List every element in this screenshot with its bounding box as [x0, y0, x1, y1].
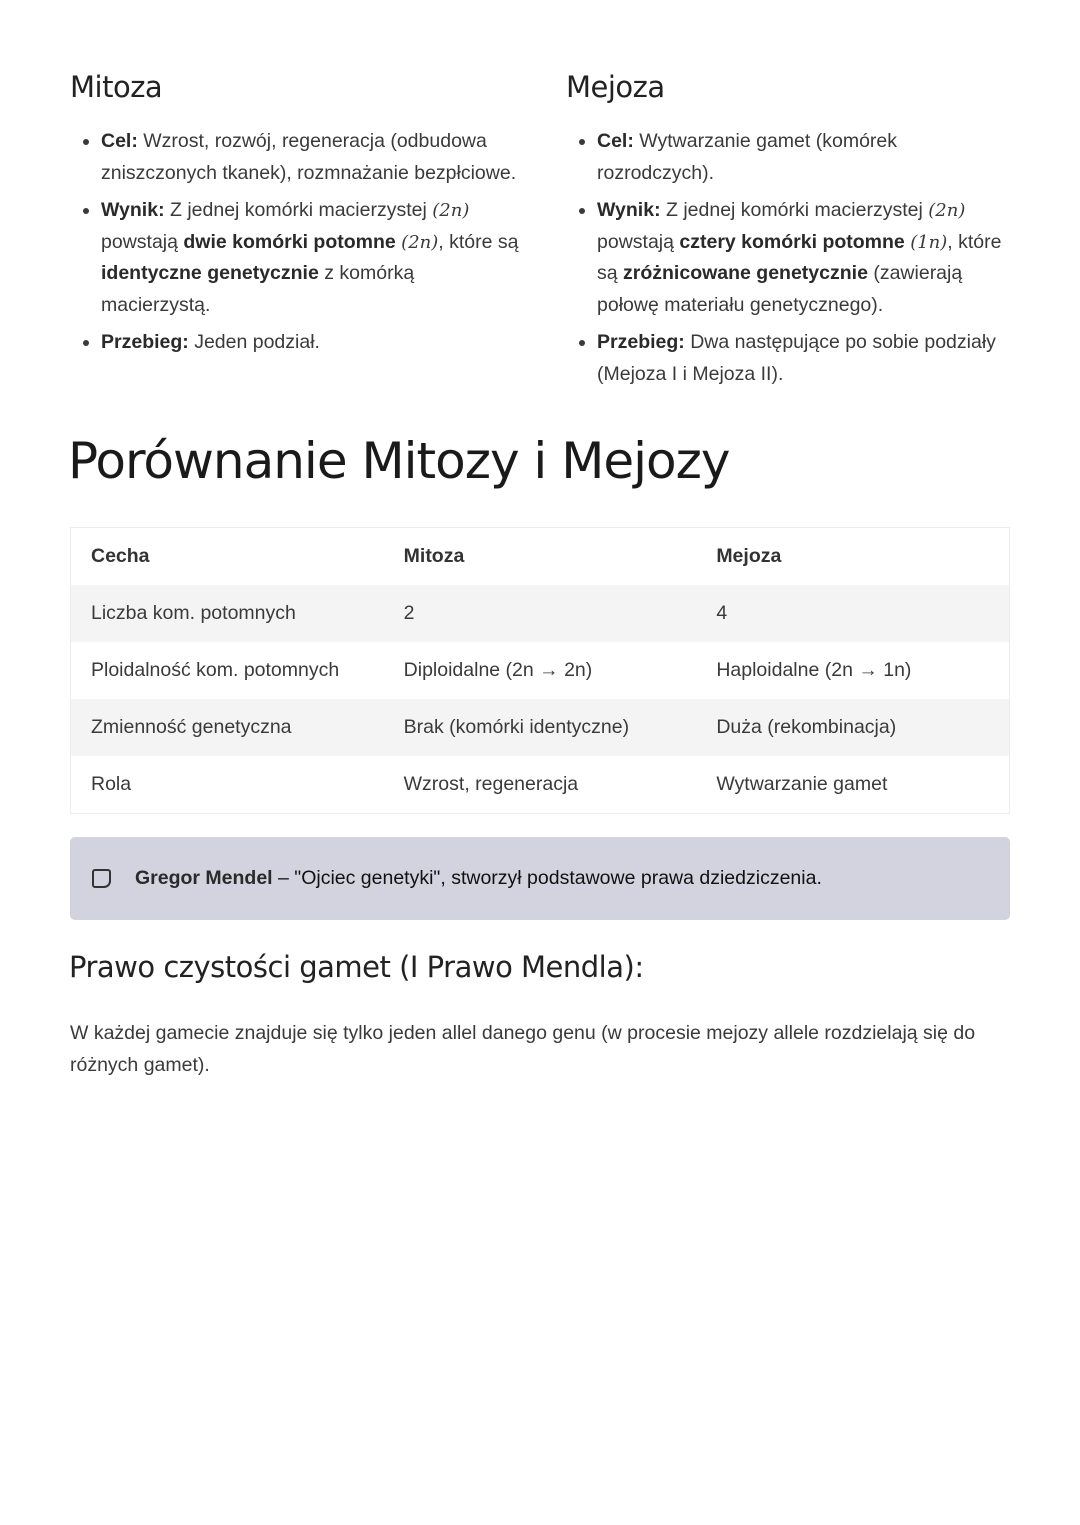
mitoza-list: Cel: Wzrost, rozwój, regeneracja (odbudo…: [70, 126, 520, 359]
sticky-note-icon: [92, 869, 111, 888]
header-cell: Mejoza: [716, 545, 782, 567]
list-item: Cel: Wzrost, rozwój, regeneracja (odbudo…: [101, 126, 520, 189]
mejoza-heading: Mejoza: [566, 70, 665, 104]
bold-text: zróżnicowane genetycznie: [623, 262, 868, 284]
text: Jeden podział.: [188, 331, 320, 353]
table-row: Zmienność genetyczna Brak (komórki ident…: [70, 699, 1010, 756]
text: , które są: [438, 230, 519, 253]
math-text: (1n): [910, 231, 948, 253]
table-cell: Ploidalność kom. potomnych: [91, 659, 340, 681]
table-cell: Zmienność genetyczna: [91, 716, 292, 738]
mitoza-heading: Mitoza: [70, 70, 163, 104]
text: Z jednej komórki macierzystej: [164, 199, 433, 221]
text: (zawierają połowę materiału genetycznego…: [597, 262, 963, 316]
table-cell: Haploidalne (2n → 1n): [716, 659, 912, 681]
list-item: Przebieg: Jeden podział.: [101, 327, 520, 359]
bold-text: Cel:: [101, 130, 138, 152]
bold-text: Przebieg:: [101, 331, 189, 353]
list-item: Wynik: Z jednej komórki macierzystej (2n…: [101, 195, 520, 321]
bold-text: Wynik:: [101, 199, 165, 221]
bold-text: Przebieg:: [597, 331, 685, 353]
bold-text: Cel:: [597, 130, 634, 152]
table-row: Liczba kom. potomnych 2 4: [70, 585, 1010, 642]
comparison-title: Porównanie Mitozy i Mejozy: [68, 432, 730, 490]
mejoza-section: Mejoza Cel: Wytwarzanie gamet (komórek r…: [566, 70, 1016, 396]
bold-text: dwie komórki potomne: [183, 230, 396, 253]
comparison-table: Cecha Mitoza Mejoza Liczba kom. potomnyc…: [70, 527, 1010, 814]
table-cell: Brak (komórki identyczne): [403, 716, 630, 738]
table-cell: 4: [716, 602, 728, 624]
table-cell: 2: [403, 602, 415, 624]
table-cell: Diploidalne (2n → 2n): [403, 659, 593, 681]
text: z komórką macierzystą.: [101, 262, 415, 316]
text: powstają: [101, 230, 184, 253]
text: Z jednej komórki macierzystej: [660, 199, 929, 221]
table-cell: Rola: [91, 773, 132, 795]
text: Wytwarzanie gamet (komórek rozrodczych).: [597, 130, 897, 184]
text: Dwa następujące po sobie podziały (Mejoz…: [597, 331, 996, 385]
table-cell: Duża (rekombinacja): [716, 716, 897, 738]
text: powstają: [597, 230, 680, 253]
callout-text: – "Ojciec genetyki", stworzył podstawowe…: [272, 867, 822, 889]
bold-text: identyczne genetycznie: [101, 262, 319, 284]
law-text: W każdej gamecie znajduje się tylko jede…: [70, 1022, 976, 1076]
table-cell: Liczba kom. potomnych: [91, 602, 296, 624]
header-cell: Cecha: [91, 545, 150, 567]
list-item: Przebieg: Dwa następujące po sobie podzi…: [597, 327, 1016, 390]
mejoza-list: Cel: Wytwarzanie gamet (komórek rozrodcz…: [566, 126, 1016, 390]
list-item: Wynik: Z jednej komórki macierzystej (2n…: [597, 195, 1016, 321]
math-text: (2n): [928, 200, 966, 221]
table-row: Ploidalność kom. potomnych Diploidalne (…: [71, 642, 1010, 699]
bold-text: Wynik:: [597, 199, 661, 221]
text: Wzrost, rozwój, regeneracja (odbudowa zn…: [101, 130, 517, 184]
list-item: Cel: Wytwarzanie gamet (komórek rozrodcz…: [597, 126, 1016, 189]
mitoza-section: Mitoza Cel: Wzrost, rozwój, regeneracja …: [70, 70, 520, 365]
math-text: (2n): [432, 200, 470, 221]
text: , które są: [597, 230, 1002, 285]
table-cell: Wytwarzanie gamet: [716, 773, 888, 795]
header-cell: Mitoza: [403, 545, 465, 567]
mendel-callout: Gregor Mendel – "Ojciec genetyki", stwor…: [70, 837, 1010, 920]
bold-text: cztery komórki potomne: [679, 230, 905, 253]
callout-bold: Gregor Mendel: [135, 867, 273, 889]
law-heading: Prawo czystości gamet (I Prawo Mendla):: [69, 950, 644, 984]
table-header-row: Cecha Mitoza Mejoza: [71, 528, 1010, 586]
table-cell: Wzrost, regeneracja: [403, 773, 579, 795]
table-row: Rola Wzrost, regeneracja Wytwarzanie gam…: [71, 756, 1010, 814]
math-text: (2n): [401, 231, 439, 253]
